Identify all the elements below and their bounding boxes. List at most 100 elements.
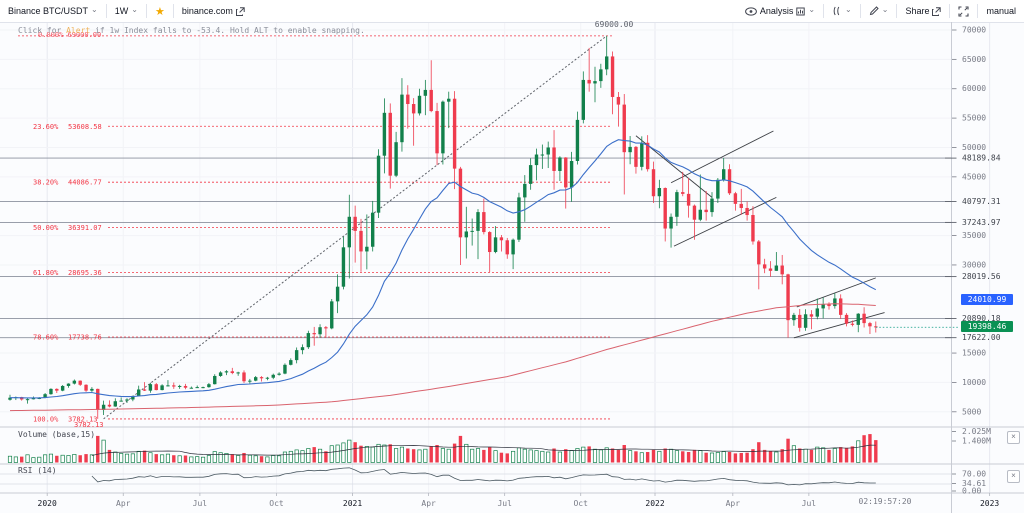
volume-bar: [55, 455, 59, 463]
candle-body: [441, 101, 445, 154]
candle-body: [125, 399, 129, 401]
volume-bar: [20, 456, 24, 463]
volume-pane-label[interactable]: Volume (base,15): [18, 430, 96, 439]
rsi-axis-label: 0.00: [962, 487, 981, 496]
volume-bar: [136, 450, 141, 463]
candle-body: [72, 380, 77, 384]
volume-bar: [874, 440, 878, 463]
top-toolbar: Binance BTC/USDT ⌄ 1W ⌄ ★ binance.com An: [0, 0, 1024, 23]
time-label: 2021: [343, 499, 362, 508]
volume-bar: [113, 451, 118, 463]
symbol-button[interactable]: Binance BTC/USDT ⌄: [0, 0, 106, 22]
candle-body: [745, 207, 749, 216]
candle-body: [259, 377, 264, 379]
candle-body: [768, 268, 773, 271]
divider: [105, 4, 107, 18]
mode-label: manual: [986, 6, 1016, 16]
candle-body: [312, 333, 316, 335]
level-price-label: 40797.31: [962, 197, 1001, 206]
candle-body: [868, 323, 872, 327]
candle-body: [289, 360, 293, 365]
volume-bar: [762, 449, 767, 463]
candle-body: [616, 96, 621, 105]
draw-button[interactable]: ⌄: [861, 0, 897, 22]
volume-bar: [394, 448, 399, 463]
price-tick-label: 15000: [962, 349, 986, 358]
candle-body: [300, 347, 305, 351]
volume-bar: [341, 442, 346, 463]
pane-frame: [0, 22, 1024, 513]
exchange-link[interactable]: binance.com: [174, 0, 253, 22]
mode-indicator[interactable]: manual: [978, 0, 1024, 22]
volume-ma-line: [91, 444, 876, 456]
favorite-button[interactable]: ★: [147, 0, 173, 22]
price-tick-label: 45000: [962, 172, 986, 181]
candle-body: [622, 104, 626, 153]
volume-bar: [499, 452, 504, 463]
volume-bar: [124, 453, 130, 463]
symbol-label: Binance BTC/USDT: [8, 6, 89, 16]
price-tick-label: 55000: [962, 114, 986, 123]
rsi-pane-label[interactable]: RSI (14): [18, 466, 57, 475]
volume-bar: [686, 452, 691, 463]
divider: [949, 4, 951, 18]
volume-bar: [564, 449, 568, 463]
candle-body: [645, 142, 650, 170]
last-price-badge: 19398.46: [961, 321, 1013, 332]
candle-body: [482, 212, 486, 233]
ma-fast-line: [10, 139, 877, 399]
volume-bar: [803, 448, 808, 463]
rsi-pane-close-button[interactable]: ×: [1007, 470, 1020, 483]
level-price-label: 28019.56: [962, 272, 1001, 281]
volume-axis-label: 2.025M: [962, 427, 991, 436]
volume-pane-close-button[interactable]: ×: [1007, 431, 1020, 444]
volume-bar: [809, 449, 814, 463]
candle-body: [341, 247, 346, 287]
volume-bar: [271, 455, 276, 463]
candle-body: [25, 399, 30, 401]
pencil-icon: [869, 6, 879, 16]
volume-bar: [306, 448, 311, 463]
volume-bar: [13, 456, 18, 463]
chart-canvas[interactable]: 23.60% 53608.58 38.20% 44086.77 50.00% 36391.…: [0, 22, 1024, 513]
chevron-down-icon: ⌄: [881, 4, 889, 14]
volume-bar: [411, 449, 416, 463]
candle-body: [224, 371, 229, 373]
candle-body: [704, 209, 708, 213]
volume-bar: [692, 449, 697, 463]
indicators-button[interactable]: ⌄: [824, 0, 860, 22]
volume-bar: [189, 456, 194, 463]
candle-body: [172, 385, 176, 387]
volume-bar: [148, 452, 153, 463]
volume-bar: [774, 451, 779, 463]
candle-body: [815, 308, 819, 317]
divider: [823, 4, 825, 18]
candle-body: [716, 179, 720, 199]
candle-body: [271, 374, 275, 378]
volume-bar: [160, 454, 165, 463]
candle-body: [131, 395, 135, 400]
volume-bar: [581, 446, 586, 463]
divider: [145, 4, 147, 18]
volume-bar: [839, 447, 843, 463]
candle-body: [242, 372, 246, 382]
fullscreen-button[interactable]: [950, 0, 977, 22]
share-button[interactable]: Share: [897, 0, 949, 22]
price-tick-label: 60000: [962, 84, 986, 93]
candle-body: [236, 372, 240, 374]
volume-bar: [663, 448, 667, 463]
volume-bar: [674, 450, 679, 463]
price-tick-label: 30000: [962, 260, 986, 269]
alert-link[interactable]: Alert: [66, 26, 91, 35]
volume-bar: [780, 449, 784, 463]
volume-bar: [172, 455, 176, 463]
fib-pct-label: 50.00%: [33, 224, 59, 232]
interval-button[interactable]: 1W ⌄: [107, 0, 146, 22]
price-tick-label: 10000: [962, 378, 986, 387]
volume-bar: [318, 448, 323, 463]
candle-body: [552, 147, 556, 171]
candle-body: [230, 371, 234, 374]
volume-bar: [31, 457, 36, 463]
volume-bar: [429, 446, 433, 463]
analysis-button[interactable]: Analysis ⌄: [737, 0, 823, 22]
